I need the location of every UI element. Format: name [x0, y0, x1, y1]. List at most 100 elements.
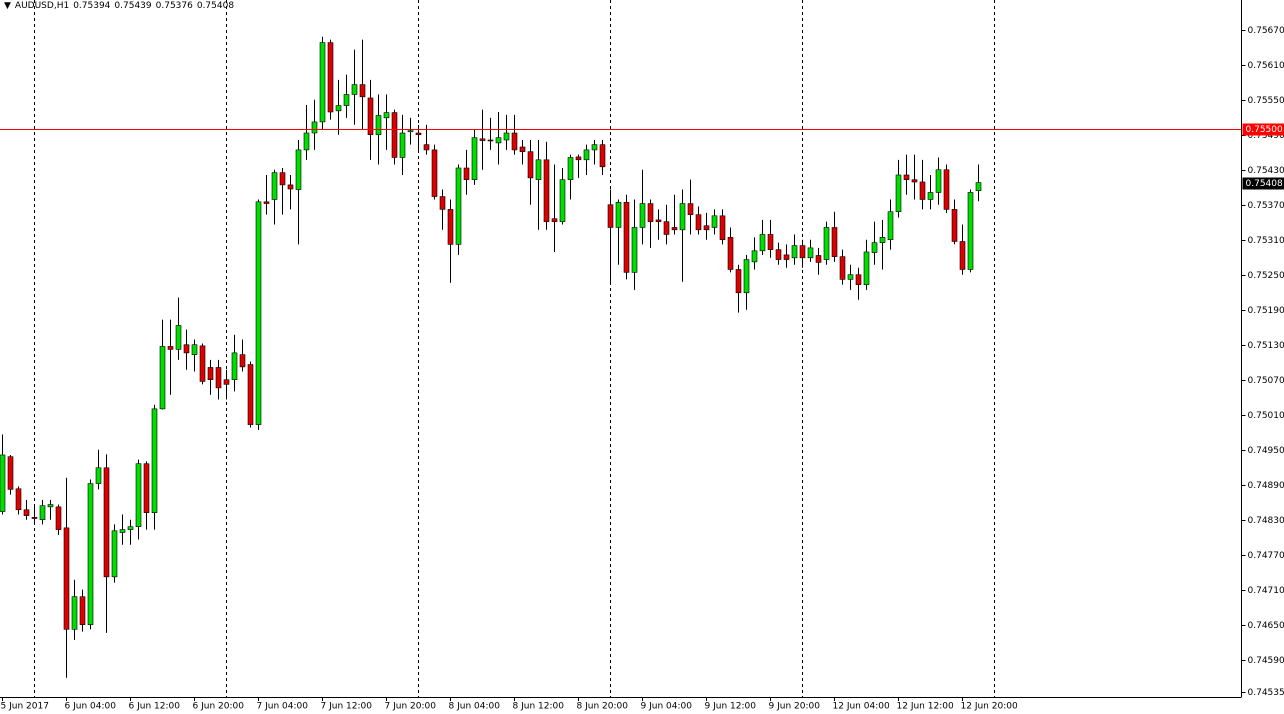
candle-body [135, 463, 142, 527]
y-tick-label: 0.75190 [1248, 306, 1284, 316]
candle-body [119, 529, 126, 533]
x-tick-label: 5 Jun 2017 [1, 702, 49, 712]
candle-body [919, 181, 926, 200]
candle-body [647, 203, 654, 222]
candle-body [631, 227, 638, 273]
dropdown-arrow[interactable]: ▼ [4, 1, 11, 11]
candle-body [687, 203, 694, 215]
candle-body [599, 144, 606, 168]
candle-body [383, 112, 390, 119]
candle-body [791, 245, 798, 259]
candle-body [479, 138, 486, 141]
candle-body [407, 130, 414, 133]
x-tick-label: 7 Jun 20:00 [385, 702, 437, 712]
x-tick-label: 12 Jun 20:00 [961, 702, 1018, 712]
candle-body [815, 255, 822, 263]
candle-body [535, 159, 542, 180]
candle-body [375, 115, 382, 136]
candle-body [391, 112, 398, 158]
candle-body [679, 203, 686, 231]
candle-body [623, 202, 630, 273]
candle-body [975, 182, 982, 192]
candle-body [767, 234, 774, 250]
candle-body [775, 249, 782, 260]
y-tick-label: 0.75670 [1248, 26, 1284, 36]
candle-body [415, 132, 422, 136]
y-tick-label: 0.75130 [1248, 341, 1284, 351]
candle-body [303, 132, 310, 151]
candle-body [719, 215, 726, 241]
candle-body [423, 144, 430, 151]
candle-body [55, 506, 62, 530]
y-tick-label: 0.74830 [1248, 516, 1284, 526]
x-tick-label: 8 Jun 04:00 [449, 702, 501, 712]
candle-body [231, 352, 238, 381]
candle-body [143, 463, 150, 513]
candle-body [807, 247, 814, 259]
candle-body [287, 184, 294, 190]
y-tick-label: 0.75250 [1248, 271, 1284, 281]
candle-body [255, 201, 262, 425]
y-tick-label: 0.74950 [1248, 446, 1284, 456]
candle-body [399, 132, 406, 158]
candle-body [175, 325, 182, 350]
candle-body [367, 97, 374, 136]
candle-body [239, 354, 246, 368]
candle-body [831, 227, 838, 257]
candle-body [703, 225, 710, 231]
candle-body [503, 132, 510, 141]
y-tick-label: 0.75430 [1248, 166, 1284, 176]
candle-body [63, 527, 70, 630]
candle-body [351, 84, 358, 95]
candle-body [487, 139, 494, 142]
candle-body [183, 344, 190, 354]
y-tick-label: 0.74890 [1248, 481, 1284, 491]
candle-body [47, 504, 54, 508]
candle-body [271, 172, 278, 200]
candle-body [127, 526, 134, 530]
candle-body [591, 144, 598, 151]
candle-body [311, 121, 318, 134]
y-tick-label: 0.74710 [1248, 586, 1284, 596]
symbol-header: ▼ AUDUSD,H1 0.75394 0.75439 0.75376 0.75408 [4, 1, 238, 11]
price-level-tag [1242, 123, 1284, 136]
candle-body [879, 237, 886, 243]
x-tick-label: 7 Jun 04:00 [257, 702, 309, 712]
candle-body [935, 169, 942, 193]
candle-body [711, 215, 718, 228]
y-tick-label: 0.75610 [1248, 61, 1284, 71]
x-tick-label: 6 Jun 12:00 [129, 702, 181, 712]
candle-body [511, 132, 518, 151]
candle-body [903, 174, 910, 180]
last-low: 0.75376 [155, 1, 193, 11]
candle-body [839, 256, 846, 280]
x-tick-label: 9 Jun 04:00 [641, 702, 693, 712]
candle-body [23, 509, 30, 516]
price-level-label: 0.75500 [1246, 125, 1283, 135]
candle-body [431, 149, 438, 197]
candle-body [71, 596, 78, 630]
x-tick-label: 6 Jun 20:00 [193, 702, 245, 712]
candle-body [455, 167, 462, 245]
candle-body [911, 179, 918, 183]
y-tick-label: 0.75310 [1248, 236, 1284, 246]
candle-body [87, 483, 94, 625]
candle-body [519, 146, 526, 152]
candle-body [199, 345, 206, 382]
y-tick-label: 0.75010 [1248, 411, 1284, 421]
last-open: 0.75394 [73, 1, 111, 11]
day-separators [34, 0, 995, 697]
candle-body [327, 42, 334, 113]
candle-body [495, 137, 502, 144]
y-tick-label: 0.75370 [1248, 201, 1284, 211]
candle-body [663, 221, 670, 235]
last-high: 0.75439 [114, 1, 152, 11]
candle-body [639, 203, 646, 228]
candle-body [967, 192, 974, 270]
x-tick-label: 8 Jun 20:00 [577, 702, 629, 712]
candle-body [7, 456, 14, 490]
y-tick-label: 0.75490 [1248, 131, 1284, 141]
